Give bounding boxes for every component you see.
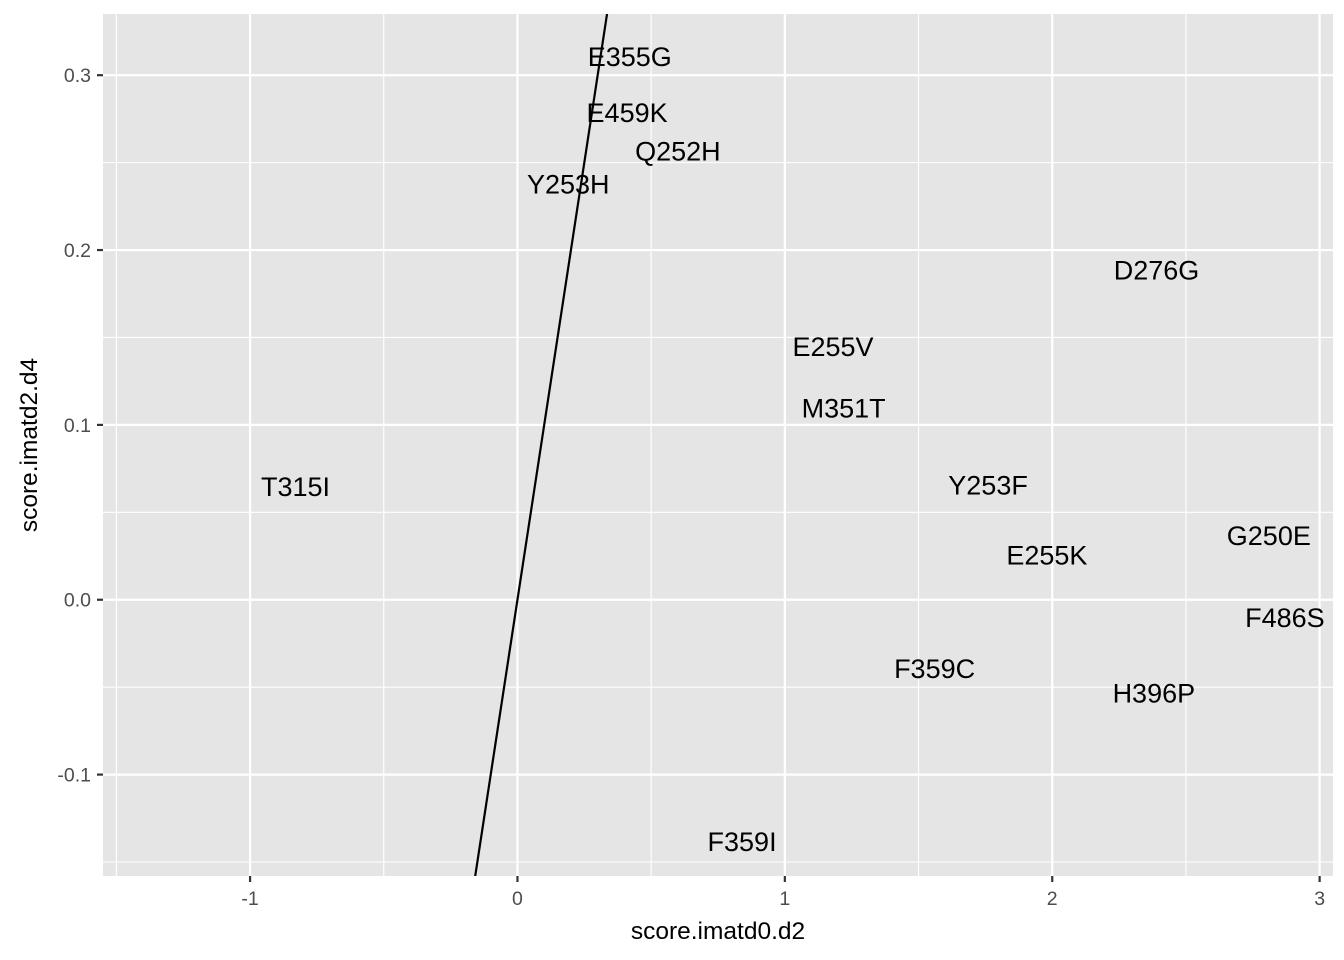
point-labels: E355G E459K Q252H Y253H D276G E255V M351T T315I… bbox=[261, 42, 1325, 857]
major-gridlines bbox=[103, 14, 1333, 876]
point-label: Y253H bbox=[527, 170, 610, 200]
point-label: F359I bbox=[708, 827, 777, 857]
y-axis: -0.1 0.0 0.1 0.2 0.3 bbox=[57, 65, 103, 787]
point-label: Q252H bbox=[635, 136, 721, 166]
y-tick-label: 0.3 bbox=[64, 65, 91, 87]
point-label: Y253F bbox=[948, 470, 1028, 500]
point-label: E459K bbox=[587, 98, 668, 128]
minor-gridlines bbox=[103, 14, 1333, 876]
y-tick-label: 0.1 bbox=[64, 415, 91, 437]
reference-line-group bbox=[474, 14, 609, 876]
point-label: E355G bbox=[588, 42, 672, 72]
x-tick-label: -1 bbox=[241, 888, 258, 910]
x-tick-label: 1 bbox=[779, 888, 790, 910]
plot-panel bbox=[103, 14, 1333, 876]
point-label: H396P bbox=[1113, 678, 1196, 708]
point-label: D276G bbox=[1114, 255, 1200, 285]
y-tick-label: 0.0 bbox=[64, 590, 91, 612]
point-label: F359C bbox=[894, 654, 975, 684]
point-label: E255K bbox=[1006, 540, 1087, 570]
point-label: F486S bbox=[1245, 603, 1325, 633]
point-label: M351T bbox=[802, 393, 886, 423]
y-tick-label: 0.2 bbox=[64, 240, 91, 262]
x-axis-title: score.imatd0.d2 bbox=[631, 918, 805, 945]
x-axis: -1 0 1 2 3 bbox=[241, 876, 1325, 910]
point-label: G250E bbox=[1227, 521, 1311, 551]
point-label: T315I bbox=[261, 472, 330, 502]
y-tick-label: -0.1 bbox=[57, 765, 91, 787]
y-axis-title: score.imatd2.d4 bbox=[16, 358, 43, 532]
point-label: E255V bbox=[792, 332, 873, 362]
x-tick-label: 2 bbox=[1047, 888, 1058, 910]
x-tick-label: 0 bbox=[512, 888, 523, 910]
reference-line bbox=[474, 14, 609, 876]
x-tick-label: 3 bbox=[1314, 888, 1325, 910]
